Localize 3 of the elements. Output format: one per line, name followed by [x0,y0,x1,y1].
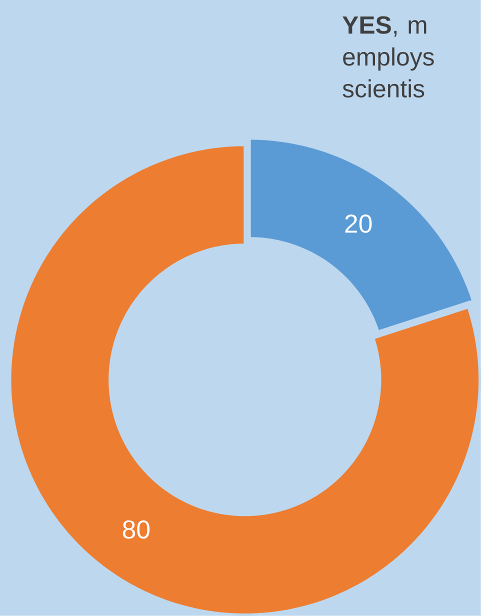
data-label: 80 [122,520,150,539]
text: YES, m employs scientis [342,16,434,98]
data-label: 20 [345,214,372,233]
